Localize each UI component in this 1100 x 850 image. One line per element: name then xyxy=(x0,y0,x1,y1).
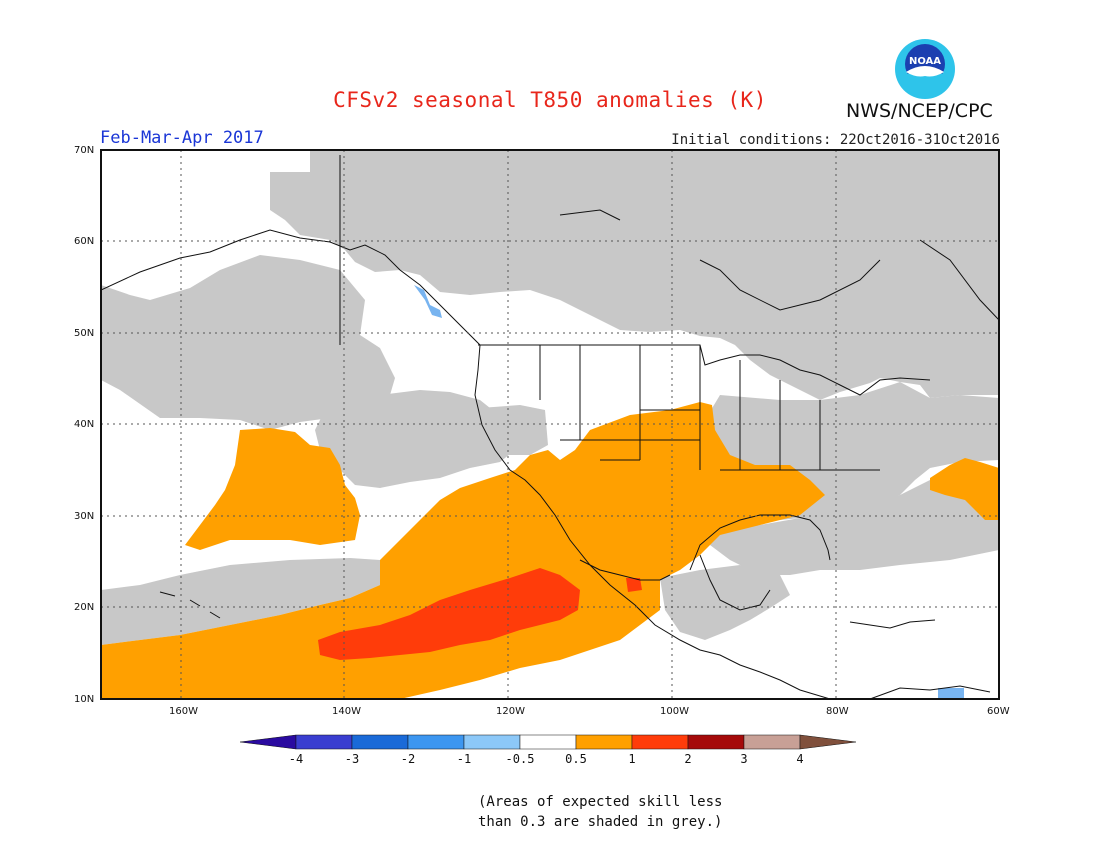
initial-conditions-label: Initial conditions: 22Oct2016-31Oct2016 xyxy=(671,132,1000,148)
colorbar-segment xyxy=(631,734,689,750)
skill-footnote: (Areas of expected skill less than 0.3 a… xyxy=(478,792,722,832)
coastlines xyxy=(101,155,999,699)
chart-title: CFSv2 seasonal T850 anomalies (K) xyxy=(333,88,767,112)
lon-label: 100W xyxy=(660,706,689,717)
colorbar-tick-label: -4 xyxy=(288,752,304,766)
low-skill-shading xyxy=(101,150,999,645)
colorbar-segment xyxy=(519,734,577,750)
footnote-line: than 0.3 are shaded in grey.) xyxy=(478,814,723,830)
lon-label: 60W xyxy=(987,706,1010,717)
colorbar-segment xyxy=(743,734,801,750)
strong-warm-anomaly-region xyxy=(318,568,642,660)
lon-label: 160W xyxy=(169,706,198,717)
lat-label: 40N xyxy=(74,419,95,430)
colorbar-segment xyxy=(240,734,297,750)
cool-anomaly-patches xyxy=(414,285,964,698)
lat-label: 70N xyxy=(74,145,95,156)
colorbar-segment xyxy=(407,734,465,750)
colorbar-tick-label: 2 xyxy=(684,752,692,766)
colorbar-segment xyxy=(295,734,353,750)
footnote-line: (Areas of expected skill less xyxy=(478,794,723,810)
lat-label: 60N xyxy=(74,236,95,247)
colorbar xyxy=(240,734,857,750)
colorbar-tick-label: -0.5 xyxy=(505,752,535,766)
season-label: Feb-Mar-Apr 2017 xyxy=(100,128,264,148)
colorbar-segment xyxy=(799,734,857,750)
lon-label: 140W xyxy=(332,706,361,717)
colorbar-tick-label: 0.5 xyxy=(565,752,587,766)
colorbar-segment xyxy=(463,734,521,750)
lat-label: 10N xyxy=(74,694,95,705)
lon-label: 80W xyxy=(826,706,849,717)
organization-label: NWS/NCEP/CPC xyxy=(846,100,993,122)
colorbar-tick-label: 4 xyxy=(796,752,804,766)
noaa-logo-icon: NOAA xyxy=(895,39,955,99)
colorbar-tick-label: 3 xyxy=(740,752,748,766)
svg-text:NOAA: NOAA xyxy=(909,56,941,67)
colorbar-segment xyxy=(351,734,409,750)
lat-label: 50N xyxy=(74,328,95,339)
colorbar-tick-label: -2 xyxy=(400,752,416,766)
lon-label: 120W xyxy=(496,706,525,717)
colorbar-tick-label: -1 xyxy=(456,752,472,766)
lat-label: 20N xyxy=(74,602,95,613)
graticule xyxy=(101,150,999,699)
lat-label: 30N xyxy=(74,511,95,522)
colorbar-segment xyxy=(687,734,745,750)
colorbar-tick-label: 1 xyxy=(628,752,636,766)
warm-anomaly-region xyxy=(101,402,999,699)
colorbar-tick-label: -3 xyxy=(344,752,360,766)
map-frame xyxy=(100,149,1000,700)
colorbar-segment xyxy=(575,734,633,750)
